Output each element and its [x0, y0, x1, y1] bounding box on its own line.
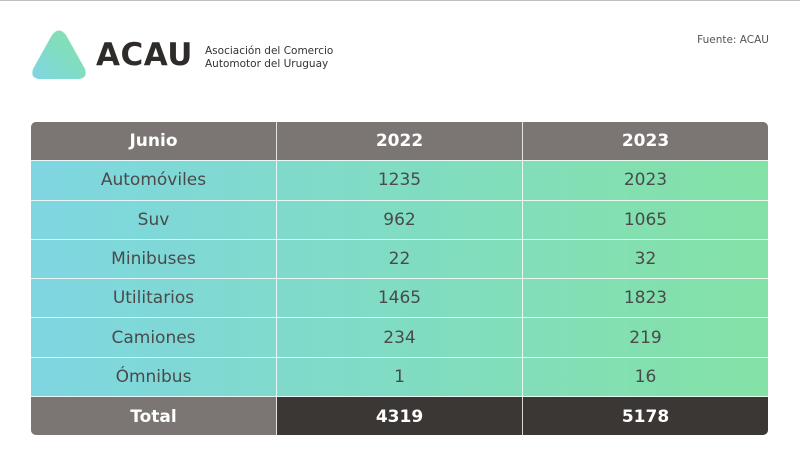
table-cell: Automóviles: [31, 161, 277, 199]
table-cell: 1465: [277, 279, 523, 317]
table-cell: 219: [523, 318, 768, 356]
table-cell: 5178: [523, 397, 768, 435]
table-cell: 1235: [277, 161, 523, 199]
table-row: Ómnibus116: [31, 358, 768, 397]
table-cell: Total: [31, 397, 277, 435]
table-cell: Minibuses: [31, 240, 277, 278]
table-cell: 22: [277, 240, 523, 278]
table-row: Total43195178: [31, 397, 768, 435]
org-line: Asociación del Comercio: [205, 45, 333, 58]
table-row: Automóviles12352023: [31, 161, 768, 200]
table-cell: 32: [523, 240, 768, 278]
table-cell: Camiones: [31, 318, 277, 356]
table-cell: 16: [523, 358, 768, 396]
table-cell: Ómnibus: [31, 358, 277, 396]
table-cell: Suv: [31, 201, 277, 239]
source: Fuente: ACAU: [697, 34, 769, 46]
table-cell: Junio: [31, 122, 277, 160]
logo-icon: [30, 29, 88, 81]
table-row: Minibuses2232: [31, 240, 768, 279]
org-line: Automotor del Uruguay: [205, 58, 333, 71]
table-row: Utilitarios14651823: [31, 279, 768, 318]
table-cell: 234: [277, 318, 523, 356]
table: Junio20222023Automóviles12352023Suv96210…: [31, 122, 768, 435]
table-cell: 4319: [277, 397, 523, 435]
table-cell: 1: [277, 358, 523, 396]
table-row: Junio20222023: [31, 122, 768, 161]
table-cell: 962: [277, 201, 523, 239]
table-cell: 1065: [523, 201, 768, 239]
table-cell: 2023: [523, 122, 768, 160]
brand: ACAU: [96, 37, 193, 73]
table-row: Suv9621065: [31, 201, 768, 240]
org-name: Asociación del Comercio Automotor del Ur…: [205, 45, 333, 71]
table-cell: 1823: [523, 279, 768, 317]
table-row: Camiones234219: [31, 318, 768, 357]
table-cell: Utilitarios: [31, 279, 277, 317]
table-cell: 2023: [523, 161, 768, 199]
table-cell: 2022: [277, 122, 523, 160]
